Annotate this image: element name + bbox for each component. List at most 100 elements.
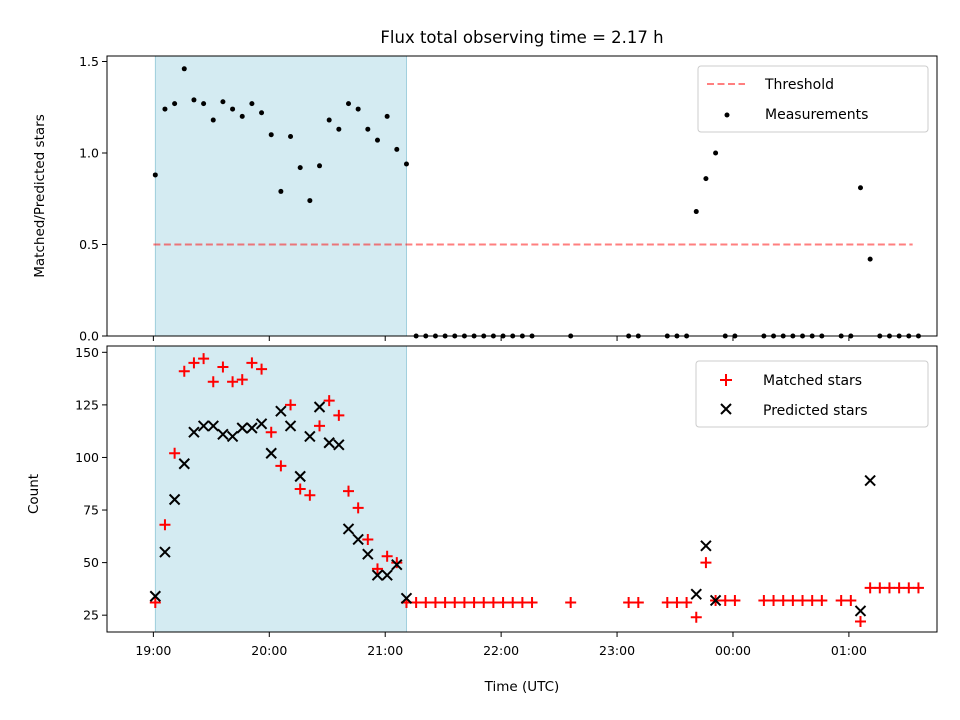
predicted-star-point bbox=[275, 405, 287, 417]
matched-star-point bbox=[507, 597, 519, 609]
matched-star-point bbox=[661, 597, 673, 609]
predicted-star-point bbox=[342, 523, 355, 535]
measurement-point bbox=[201, 101, 207, 107]
legend-measurements-label: Measurements bbox=[765, 107, 868, 123]
matched-star-point bbox=[719, 594, 731, 606]
matched-star-point bbox=[777, 594, 789, 606]
matched-star-point bbox=[458, 597, 470, 609]
measurement-point bbox=[336, 126, 342, 132]
bottom-shaded-region bbox=[154, 345, 407, 633]
measurement-point bbox=[278, 188, 284, 194]
matched-star-point bbox=[391, 557, 403, 569]
predicted-star-point bbox=[294, 470, 306, 483]
matched-star-point bbox=[768, 594, 780, 606]
matched-star-point bbox=[246, 357, 258, 369]
predicted-star-point bbox=[304, 430, 316, 443]
matched-star-point bbox=[169, 447, 181, 459]
matched-star-point bbox=[227, 376, 239, 388]
measurement-point bbox=[297, 165, 303, 171]
matched-star-point bbox=[256, 363, 268, 375]
matched-star-point bbox=[497, 597, 509, 609]
predicted-star-point bbox=[854, 605, 867, 617]
matched-star-point bbox=[845, 594, 857, 606]
matched-star-point bbox=[565, 597, 577, 609]
measurement-point bbox=[259, 110, 265, 116]
matched-star-point bbox=[149, 597, 161, 609]
predicted-star-point bbox=[188, 426, 200, 438]
bottom-x-axis: 19:00 20:00 21:00 22:00 23:00 00:00 01:00 bbox=[135, 632, 867, 658]
measurement-point bbox=[268, 132, 274, 138]
matched-star-point bbox=[178, 365, 190, 377]
x-tick-label: 20:00 bbox=[251, 643, 287, 658]
chart-title: Flux total observing time = 2.17 h bbox=[380, 28, 663, 47]
bottom-y-tick-label: 125 bbox=[75, 397, 99, 412]
top-y-axis: 0.0 0.5 1.0 1.5 bbox=[79, 54, 107, 344]
top-marks bbox=[152, 66, 921, 339]
matched-star-point bbox=[797, 594, 809, 606]
predicted-star-point bbox=[265, 447, 277, 459]
legend-predicted-swatch bbox=[720, 403, 732, 415]
matched-star-point bbox=[478, 597, 490, 609]
x-tick-label: 19:00 bbox=[135, 643, 171, 658]
predicted-star-point bbox=[381, 569, 393, 581]
predicted-star-point bbox=[352, 533, 364, 546]
measurement-point bbox=[693, 209, 699, 215]
top-y-tick-label: 1.5 bbox=[79, 54, 99, 69]
measurement-point bbox=[307, 198, 313, 204]
measurement-point bbox=[191, 97, 197, 103]
x-tick-label: 01:00 bbox=[831, 643, 867, 658]
measurement-point bbox=[374, 137, 380, 143]
bottom-y-tick-label: 100 bbox=[75, 450, 99, 465]
x-axis-label: Time (UTC) bbox=[484, 679, 560, 695]
legend-threshold-label: Threshold bbox=[764, 77, 834, 93]
matched-star-point bbox=[623, 597, 635, 609]
bottom-y-tick-label: 150 bbox=[75, 345, 99, 360]
matched-star-point bbox=[236, 374, 248, 386]
measurement-point bbox=[346, 101, 352, 107]
matched-star-point bbox=[835, 594, 847, 606]
measurement-point bbox=[230, 106, 236, 112]
matched-star-point bbox=[285, 399, 297, 411]
predicted-star-point bbox=[197, 420, 210, 432]
matched-star-point bbox=[883, 582, 895, 594]
measurement-point bbox=[162, 106, 168, 112]
bottom-legend-box bbox=[695, 360, 929, 428]
legend-predicted-label: Predicted stars bbox=[763, 403, 868, 419]
measurement-point bbox=[317, 163, 323, 169]
top-y-axis-label: Matched/Predicted stars bbox=[32, 114, 48, 277]
top-axes-frame bbox=[106, 55, 938, 337]
matched-star-point bbox=[729, 594, 741, 606]
matched-star-point bbox=[671, 597, 683, 609]
matched-star-point bbox=[449, 597, 461, 609]
matched-star-point bbox=[265, 426, 277, 438]
x-tick-label: 22:00 bbox=[483, 643, 519, 658]
predicted-star-point bbox=[226, 430, 239, 443]
matched-star-point bbox=[903, 582, 915, 594]
top-y-tick-label: 1.0 bbox=[79, 145, 99, 160]
matched-star-point bbox=[912, 582, 924, 594]
matched-star-point bbox=[874, 582, 886, 594]
matched-star-point bbox=[304, 489, 316, 501]
matched-star-point bbox=[516, 597, 528, 609]
bottom-legend: Matched stars Predicted stars bbox=[695, 360, 929, 428]
matched-star-point bbox=[854, 615, 866, 627]
predicted-star-point bbox=[255, 418, 268, 430]
measurement-point bbox=[403, 161, 409, 167]
matched-star-point bbox=[429, 597, 441, 609]
matched-star-point bbox=[893, 582, 905, 594]
matched-star-point bbox=[487, 597, 499, 609]
matched-star-point bbox=[690, 611, 702, 623]
matched-star-point bbox=[526, 597, 538, 609]
top-shaded-region bbox=[154, 55, 407, 337]
bottom-y-axis: 25 50 75 100 125 150 bbox=[75, 345, 107, 623]
matched-star-point bbox=[439, 597, 451, 609]
measurement-point bbox=[210, 117, 216, 123]
bottom-axes-frame bbox=[106, 345, 938, 633]
matched-star-point bbox=[188, 357, 200, 369]
predicted-star-point bbox=[333, 439, 345, 451]
matched-star-point bbox=[632, 597, 644, 609]
matched-star-point bbox=[371, 563, 383, 575]
measurement-point bbox=[355, 106, 361, 112]
measurement-point bbox=[703, 176, 709, 182]
matched-star-point bbox=[816, 594, 828, 606]
